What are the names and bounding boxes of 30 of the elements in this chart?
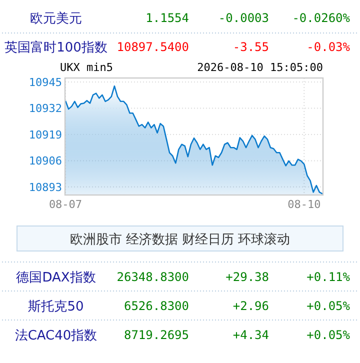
text: 德国DAX指数 (16, 270, 96, 286)
text: +0.05% (306, 328, 351, 342)
chart-title: UKX min5 (60, 61, 113, 74)
x-tick-label: 08-10 (288, 198, 321, 211)
x-tick-label: 08-07 (48, 198, 82, 211)
y-tick-label: 10932 (28, 102, 62, 116)
text: 1.1554 (146, 11, 189, 26)
y-tick-label: 10919 (28, 128, 62, 142)
text: 英国富时100指数 (4, 40, 108, 56)
text: +29.38 (226, 270, 269, 284)
y-tick-label: 10893 (28, 180, 62, 194)
text: +0.11% (306, 270, 351, 284)
text: 6526.8300 (124, 299, 189, 314)
text: -3.55 (232, 40, 269, 54)
text: -0.03% (306, 40, 351, 54)
y-tick-label: 10945 (28, 76, 62, 89)
text: +0.05% (306, 299, 351, 314)
text: 10897.5400 (116, 40, 189, 54)
text: -0.0003 (218, 11, 269, 26)
y-tick-label: 10906 (28, 154, 62, 168)
chart-subtitle: 2026-08-10 15:05:00 (197, 61, 323, 74)
text: 法CAC40指数 (14, 328, 98, 344)
text: +4.34 (232, 328, 269, 342)
text: +2.96 (232, 299, 269, 314)
text: -0.0260% (292, 11, 351, 26)
text: 欧洲股市 经济数据 财经日历 环球滚动 (70, 232, 290, 248)
text: 26348.8300 (116, 270, 189, 284)
text: 8719.2695 (124, 328, 189, 342)
text: 欧元美元 (30, 10, 82, 27)
text: 斯托克50 (28, 300, 84, 315)
